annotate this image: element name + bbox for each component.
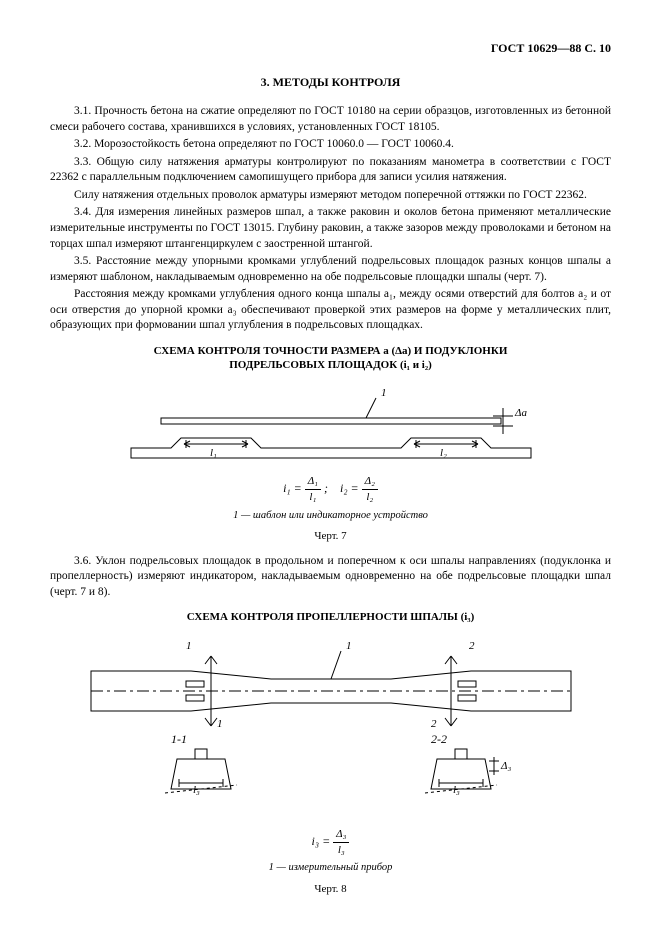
formula-8: i₃ = Δ₃ l₃ [50, 827, 611, 858]
figure-7-title: СХЕМА КОНТРОЛЯ ТОЧНОСТИ РАЗМЕРА a (Δa) И… [50, 344, 611, 373]
fig8-label-1c: 1 [217, 718, 223, 730]
figure-8-diagram: 1 1 2 1 2 1-1 2-2 l₃ l₃ Δ₃ [71, 631, 591, 821]
formula-7-num2: Δ₂ [362, 474, 378, 490]
formula-7-frac2: Δ₂ l₂ [362, 474, 378, 505]
page: ГОСТ 10629—88 С. 10 3. МЕТОДЫ КОНТРОЛЯ 3… [0, 0, 661, 936]
formula-7: i₁ = Δ₁ l₁ ; i₂ = Δ₂ l₂ [50, 474, 611, 505]
para-3-1: 3.1. Прочность бетона на сжатие определя… [50, 104, 611, 135]
fig8-d3: Δ₃ [500, 760, 511, 772]
figure-7-diagram: 1 Δa l₁ l₂ [121, 378, 541, 468]
para-3-5b: Расстояния между кромками углубления одн… [50, 287, 611, 334]
formula-7-i2: i₂ [340, 481, 348, 495]
fig7-label-l1: l₁ [210, 447, 217, 459]
fig7-label-1: 1 [381, 387, 387, 399]
figure-8-caption: Черт. 8 [50, 882, 611, 897]
para-3-3a: 3.3. Общую силу натяжения арматуры контр… [50, 155, 611, 186]
figure-8-title: СХЕМА КОНТРОЛЯ ПРОПЕЛЛЕРНОСТИ ШПАЛЫ (i₃) [50, 610, 611, 624]
fig8-label-1a: 1 [186, 640, 192, 652]
formula-8-i3: i₃ [312, 834, 320, 848]
formula-8-frac: Δ₃ l₃ [333, 827, 349, 858]
figure-7-legend: 1 — шаблон или индикаторное устройство [50, 509, 611, 523]
para-3-5: 3.5. Расстояние между упорными кромками … [50, 254, 611, 285]
formula-7-frac1: Δ₁ l₁ [305, 474, 321, 505]
para-3-3b: Силу натяжения отдельных проволок армату… [50, 188, 611, 204]
figure-8-legend: 1 — измерительный прибор [50, 861, 611, 875]
formula-8-den: l₃ [333, 843, 349, 858]
page-header: ГОСТ 10629—88 С. 10 [50, 40, 611, 56]
section-title: 3. МЕТОДЫ КОНТРОЛЯ [50, 74, 611, 90]
fig8-l3b: l₃ [453, 784, 460, 796]
fig7-label-l2: l₂ [440, 447, 447, 459]
fig8-sec-22: 2-2 [431, 732, 447, 746]
fig8-label-1b: 1 [346, 640, 352, 652]
formula-8-num: Δ₃ [333, 827, 349, 843]
fig8-sec-11: 1-1 [171, 732, 187, 746]
figure-7-title-line2: ПОДРЕЛЬСОВЫХ ПЛОЩАДОК (i₁ и i₂) [229, 359, 432, 371]
para-3-4: 3.4. Для измерения линейных размеров шпа… [50, 205, 611, 252]
figure-7-caption: Черт. 7 [50, 529, 611, 544]
formula-7-den1: l₁ [305, 490, 321, 505]
figure-7-title-line1: СХЕМА КОНТРОЛЯ ТОЧНОСТИ РАЗМЕРА a (Δa) И… [154, 345, 508, 357]
para-3-6: 3.6. Уклон подрельсовых площадок в продо… [50, 554, 611, 601]
formula-7-den2: l₂ [362, 490, 378, 505]
fig8-l3a: l₃ [193, 784, 200, 796]
fig8-label-2b: 2 [431, 718, 437, 730]
fig7-label-da: Δa [514, 407, 527, 419]
formula-7-num1: Δ₁ [305, 474, 321, 490]
para-3-2: 3.2. Морозостойкость бетона определяют п… [50, 137, 611, 153]
formula-7-i1: i₁ [283, 481, 291, 495]
fig8-label-2: 2 [469, 640, 475, 652]
